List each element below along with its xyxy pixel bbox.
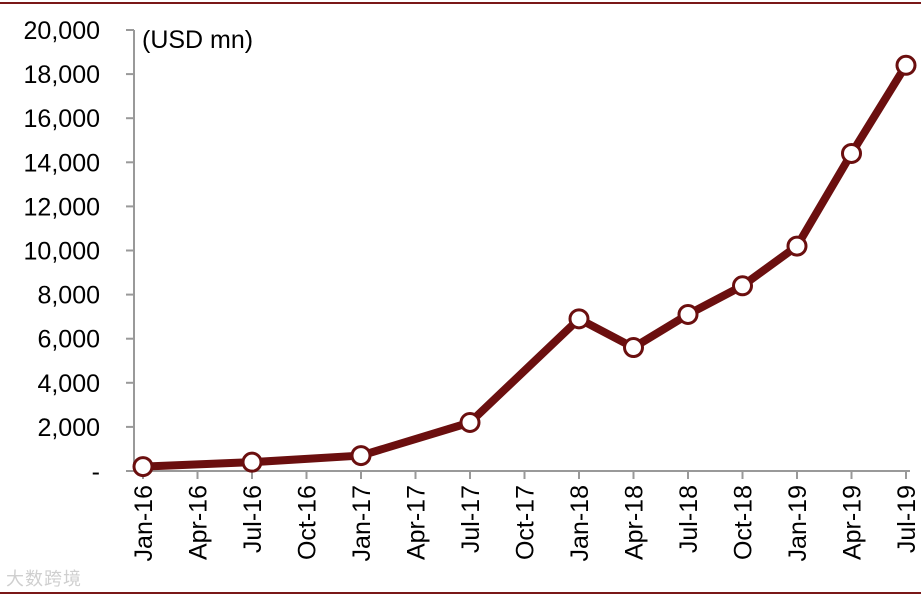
- x-tick-label: Oct-16: [294, 485, 322, 560]
- data-point: [568, 308, 590, 330]
- data-point: [132, 456, 154, 478]
- y-tick-label: 8,000: [37, 282, 100, 310]
- x-tick-label: Jan-16: [130, 485, 158, 561]
- y-tick-label: 2,000: [37, 414, 100, 442]
- y-tick-label: 20,000: [24, 17, 100, 45]
- x-tick-label: Jul-18: [675, 485, 703, 553]
- y-tick-label: 14,000: [24, 149, 100, 177]
- top-border: [0, 2, 921, 4]
- y-tick-label: -: [92, 458, 100, 486]
- x-tick-label: Oct-17: [512, 485, 540, 560]
- bottom-border: [0, 592, 921, 594]
- data-point: [459, 411, 481, 433]
- data-point: [895, 54, 917, 76]
- x-tick-label: Apr-18: [621, 485, 649, 560]
- y-tick-label: 4,000: [37, 370, 100, 398]
- data-point: [623, 337, 644, 359]
- x-tick-label: Jul-19: [893, 485, 921, 553]
- x-tick-label: Apr-19: [839, 485, 867, 560]
- data-point: [350, 445, 372, 467]
- y-tick-label: 10,000: [24, 238, 100, 266]
- y-tick-label: 12,000: [24, 193, 100, 221]
- x-tick-label: Oct-18: [730, 485, 758, 560]
- data-point: [786, 235, 808, 257]
- y-tick-label: 18,000: [24, 61, 100, 89]
- y-tick-label: 16,000: [24, 105, 100, 133]
- x-tick-label: Jan-18: [566, 485, 594, 561]
- x-tick-label: Apr-16: [185, 485, 213, 560]
- x-tick-label: Jan-17: [348, 485, 376, 561]
- unit-label: (USD mn): [142, 26, 253, 54]
- data-point: [241, 451, 263, 473]
- x-tick-label: Jan-19: [784, 485, 812, 561]
- watermark-text: 大数跨境: [6, 569, 82, 590]
- data-point: [732, 275, 753, 297]
- y-tick-label: 6,000: [37, 326, 100, 354]
- x-tick-label: Apr-17: [403, 485, 431, 560]
- x-tick-label: Jul-17: [457, 485, 485, 553]
- data-point: [677, 303, 699, 325]
- data-point: [841, 142, 862, 164]
- series-line: [139, 61, 910, 471]
- x-tick-label: Jul-16: [239, 485, 267, 553]
